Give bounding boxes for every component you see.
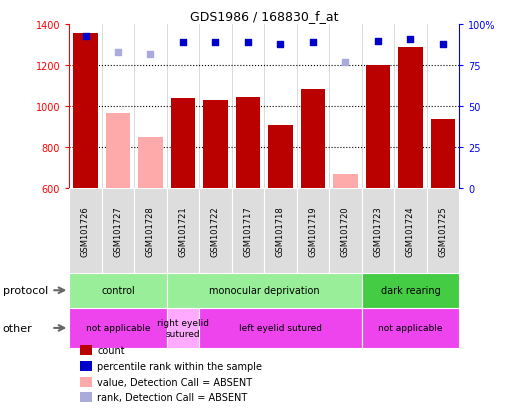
Text: GSM101719: GSM101719: [308, 205, 318, 256]
Point: [341, 59, 349, 66]
Text: count: count: [97, 345, 125, 355]
Text: value, Detection Call = ABSENT: value, Detection Call = ABSENT: [97, 377, 252, 387]
Text: GSM101723: GSM101723: [373, 205, 382, 256]
Point: [82, 33, 90, 40]
Text: protocol: protocol: [3, 285, 48, 296]
Bar: [362, 188, 394, 273]
Text: GSM101724: GSM101724: [406, 205, 415, 256]
Bar: [427, 188, 459, 273]
Text: GSM101720: GSM101720: [341, 205, 350, 256]
Text: GSM101726: GSM101726: [81, 205, 90, 256]
Point: [374, 38, 382, 45]
Bar: [69, 273, 167, 308]
Point: [439, 41, 447, 48]
Bar: [199, 188, 232, 273]
Bar: [69, 188, 102, 273]
Point: [114, 50, 122, 56]
Text: left eyelid sutured: left eyelid sutured: [239, 324, 322, 332]
Text: GSM101721: GSM101721: [179, 205, 187, 256]
Bar: [106, 113, 130, 188]
Text: control: control: [101, 285, 135, 296]
Text: GSM101722: GSM101722: [211, 205, 220, 256]
Bar: [329, 188, 362, 273]
Bar: [268, 126, 292, 188]
Bar: [301, 90, 325, 188]
Bar: [167, 273, 362, 308]
Point: [146, 51, 154, 58]
Text: GSM101718: GSM101718: [276, 205, 285, 256]
Text: dark rearing: dark rearing: [381, 285, 440, 296]
Text: GSM101725: GSM101725: [439, 205, 447, 256]
Bar: [167, 308, 199, 348]
Bar: [139, 138, 163, 188]
Bar: [366, 66, 390, 188]
Bar: [69, 308, 167, 348]
Bar: [134, 188, 167, 273]
Text: not applicable: not applicable: [86, 324, 150, 332]
Point: [179, 40, 187, 46]
Bar: [362, 308, 459, 348]
Bar: [362, 273, 459, 308]
Point: [211, 40, 220, 46]
Bar: [264, 188, 297, 273]
Text: GSM101727: GSM101727: [113, 205, 123, 256]
Point: [406, 37, 415, 43]
Bar: [297, 188, 329, 273]
Text: GSM101728: GSM101728: [146, 205, 155, 256]
Bar: [232, 188, 264, 273]
Text: rank, Detection Call = ABSENT: rank, Detection Call = ABSENT: [97, 392, 248, 402]
Bar: [236, 97, 260, 188]
Bar: [398, 47, 423, 188]
Bar: [199, 308, 362, 348]
Text: monocular deprivation: monocular deprivation: [209, 285, 320, 296]
Bar: [431, 120, 455, 188]
Text: not applicable: not applicable: [378, 324, 443, 332]
Title: GDS1986 / 168830_f_at: GDS1986 / 168830_f_at: [190, 9, 339, 23]
Bar: [203, 101, 228, 188]
Bar: [394, 188, 427, 273]
Point: [309, 40, 317, 46]
Text: other: other: [3, 323, 32, 333]
Point: [277, 41, 285, 48]
Bar: [167, 188, 199, 273]
Bar: [333, 175, 358, 188]
Text: right eyelid
sutured: right eyelid sutured: [157, 318, 209, 338]
Bar: [73, 34, 97, 188]
Bar: [102, 188, 134, 273]
Point: [244, 40, 252, 46]
Bar: [171, 99, 195, 188]
Text: GSM101717: GSM101717: [244, 205, 252, 256]
Text: percentile rank within the sample: percentile rank within the sample: [97, 361, 263, 371]
